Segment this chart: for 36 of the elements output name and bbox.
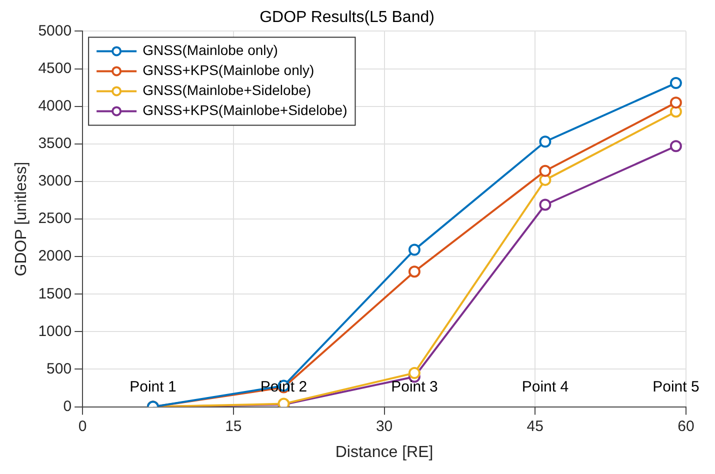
- y-tick-label: 3000: [38, 172, 72, 190]
- y-tick-label: 1500: [38, 285, 72, 302]
- annotation: Point 1: [130, 378, 176, 396]
- point: [539, 198, 552, 211]
- y-tick-label: 1000: [38, 322, 72, 340]
- annotation: Point 4: [522, 378, 569, 396]
- x-tick-label: 30: [376, 418, 393, 435]
- chart-title: GDOP Results(L5 Band): [260, 9, 434, 26]
- legend-label: GNSS+KPS(Mainlobe+Sidelobe): [142, 102, 348, 118]
- point: [408, 266, 420, 278]
- point: [408, 244, 420, 256]
- y-tick-label: 3500: [38, 135, 72, 152]
- annotation: Point 3: [391, 378, 438, 396]
- y-tick-label: 0: [63, 398, 72, 415]
- x-tick-label: 45: [526, 418, 544, 435]
- y-tick-label: 500: [46, 360, 72, 378]
- point: [670, 77, 682, 90]
- legend-label: GNSS(Mainlobe only): [142, 42, 278, 58]
- y-tick-label: 2500: [38, 210, 72, 228]
- y-axis-title: GDOP [unitless]: [13, 162, 30, 276]
- legend-label: GNSS+KPS(Mainlobe only): [142, 62, 314, 78]
- point: [670, 96, 682, 109]
- point: [408, 366, 420, 379]
- x-tick-label: 60: [678, 418, 694, 435]
- y-tick-label: 2000: [38, 248, 72, 265]
- legend-label: GNSS(Mainlobe+Sidelobe): [142, 82, 312, 98]
- point: [539, 164, 552, 177]
- x-tick-label: 15: [225, 418, 242, 435]
- y-tick-label: 5000: [38, 22, 72, 40]
- y-tick-label: 4500: [38, 60, 72, 77]
- annotation: Point 5: [652, 378, 700, 396]
- x-axis-title: Distance [RE]: [335, 444, 434, 461]
- point: [670, 140, 682, 152]
- x-tick-label: 0: [78, 418, 87, 435]
- point: [539, 136, 552, 148]
- y-tick-label: 4000: [38, 97, 72, 114]
